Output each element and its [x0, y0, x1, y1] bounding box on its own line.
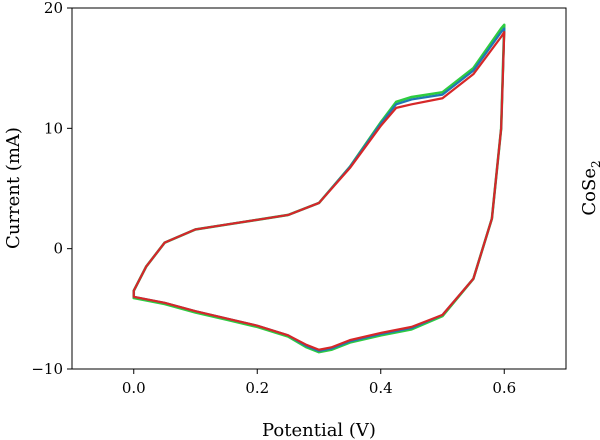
y-tick-label: 20	[44, 0, 63, 17]
y-tick-label: 0	[53, 240, 63, 258]
y-axis-ticks: −10 0 10 20	[31, 0, 72, 378]
cv-series-3	[132, 30, 506, 351]
x-tick-label: 0.0	[122, 379, 146, 397]
x-tick-label: 0.6	[492, 379, 516, 397]
series-layer	[132, 23, 506, 354]
plot-frame	[71, 7, 567, 370]
x-tick-label: 0.2	[245, 379, 269, 397]
material-label-subscript: 2	[589, 160, 600, 168]
material-label: CoSe2	[579, 160, 600, 215]
x-axis-label: Potential (V)	[262, 420, 376, 440]
cv-series-2	[132, 27, 506, 353]
cv-series-1	[132, 23, 506, 354]
y-tick-label: 10	[44, 119, 63, 137]
material-label-main: CoSe	[579, 168, 600, 216]
x-tick-label: 0.4	[369, 379, 393, 397]
y-axis-label: Current (mA)	[3, 127, 24, 249]
x-axis-ticks: 0.0 0.2 0.4 0.6	[122, 369, 516, 397]
y-tick-label: −10	[31, 360, 63, 378]
